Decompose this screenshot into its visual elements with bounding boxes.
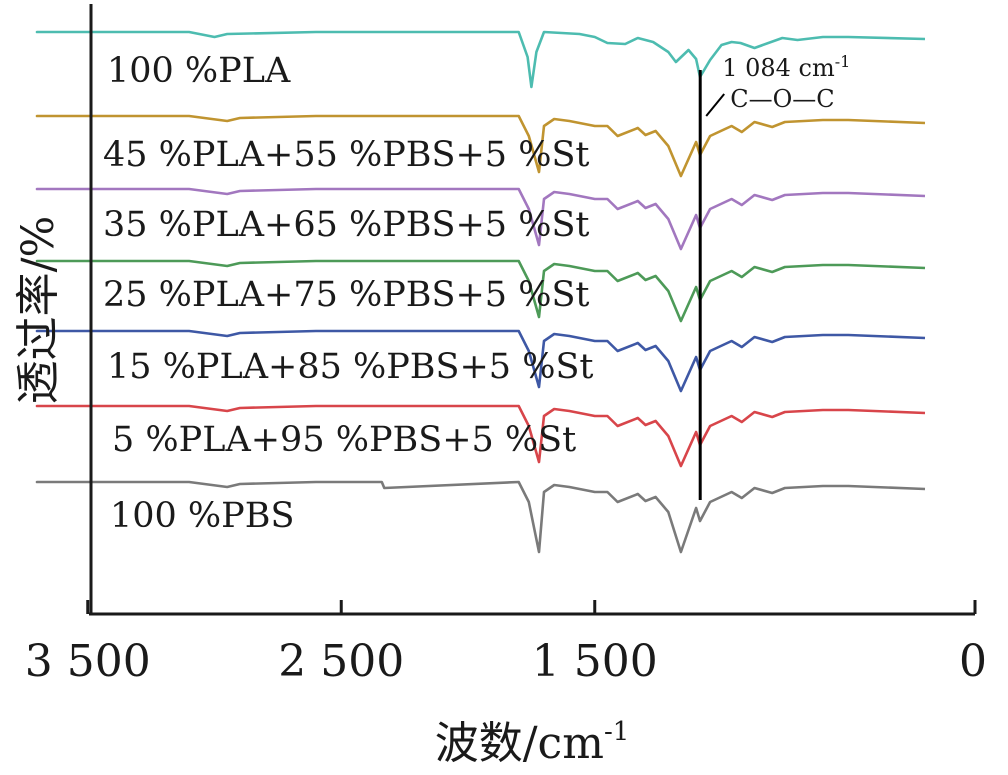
spectrum-line — [35, 30, 926, 89]
series-label: 15 %PLA+85 %PBS+5 %St — [107, 347, 594, 387]
annotation-leader-line — [705, 93, 725, 117]
series-label: 35 %PLA+65 %PBS+5 %St — [103, 205, 590, 245]
x-axis-title-sup: -1 — [604, 717, 629, 747]
y-axis-title: 透过率/% — [13, 216, 64, 405]
x-ticks-group: 3 500 2 500 1 500 0 — [25, 600, 987, 687]
annotation-wavenumber-sup: -1 — [835, 52, 851, 71]
spectrum-line — [35, 259, 926, 323]
annotation-bond: C—O—C — [730, 85, 834, 113]
x-tick-label: 3 500 — [25, 636, 151, 687]
series-label: 100 %PBS — [110, 496, 294, 536]
annotation-wavenumber-value: 1 084 cm — [722, 54, 835, 82]
x-tick-label: 0 — [959, 636, 987, 687]
spectra-group — [35, 30, 926, 554]
spectrum-line — [35, 404, 926, 468]
x-tick-label: 1 500 — [532, 636, 658, 687]
series-label: 45 %PLA+55 %PBS+5 %St — [103, 135, 590, 175]
spectrum-line — [35, 329, 926, 393]
series-label: 100 %PLA — [107, 51, 291, 91]
series-label: 25 %PLA+75 %PBS+5 %St — [103, 275, 590, 315]
x-tick-label: 2 500 — [278, 636, 404, 687]
spectrum-line — [35, 187, 926, 251]
x-axis-title: 波数/cm-1 — [435, 717, 630, 769]
spectrum-line — [35, 480, 926, 554]
series-labels-group: 100 %PLA 45 %PLA+55 %PBS+5 %St 35 %PLA+65 … — [103, 51, 594, 536]
annotation-wavenumber: 1 084 cm-1 — [722, 52, 850, 82]
series-label: 5 %PLA+95 %PBS+5 %St — [112, 420, 576, 460]
x-axis-title-text: 波数/cm — [435, 718, 604, 769]
spectrum-line — [35, 114, 926, 178]
